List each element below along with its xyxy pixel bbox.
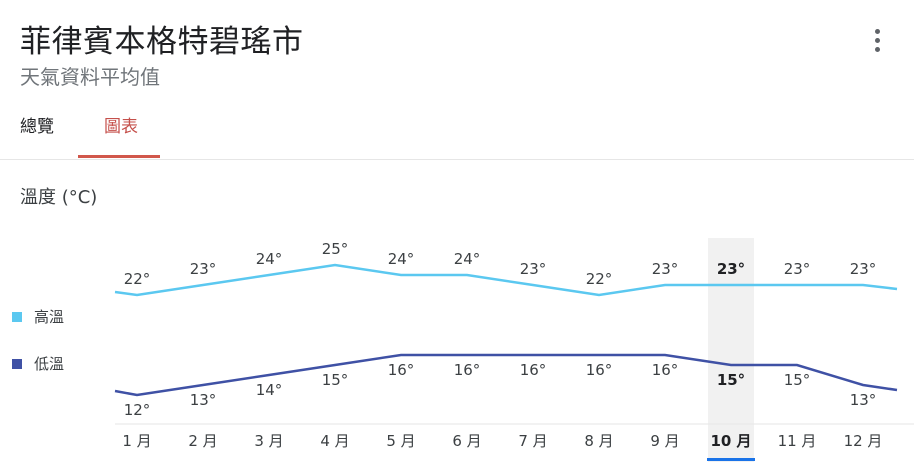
high-temp-label: 23° xyxy=(520,260,547,278)
low-temp-label: 15° xyxy=(717,371,745,389)
month-tick-label[interactable]: 3 月 xyxy=(254,432,283,450)
high-temp-line xyxy=(114,263,898,297)
low-temp-label: 16° xyxy=(388,361,415,379)
legend-label-low: 低溫 xyxy=(34,355,65,373)
low-temp-label: 16° xyxy=(520,361,547,379)
legend-swatch-high xyxy=(12,311,22,322)
low-temp-label: 16° xyxy=(454,361,481,379)
page-title: 菲律賓本格特碧瑤市 xyxy=(20,24,304,60)
legend-label-high: 高溫 xyxy=(34,308,65,326)
low-temp-label: 13° xyxy=(850,391,877,409)
low-temp-label: 15° xyxy=(784,371,811,389)
selected-month-indicator xyxy=(707,458,755,461)
tab-divider xyxy=(0,159,914,160)
month-tick-label[interactable]: 1 月 xyxy=(122,432,151,450)
high-temp-label: 24° xyxy=(256,250,283,268)
month-tick-label[interactable]: 6 月 xyxy=(452,432,481,450)
high-temp-label: 23° xyxy=(784,260,811,278)
low-temp-label: 15° xyxy=(322,371,349,389)
legend-swatch-low xyxy=(12,358,22,369)
low-temp-line xyxy=(114,353,898,397)
high-temp-label: 23° xyxy=(717,260,745,278)
month-tick-label[interactable]: 5 月 xyxy=(386,432,415,450)
legend-item-high: 高溫 xyxy=(12,306,64,327)
high-temp-label: 24° xyxy=(388,250,415,268)
active-tab-indicator xyxy=(78,155,160,158)
high-temp-label: 24° xyxy=(454,250,481,268)
month-tick-label[interactable]: 4 月 xyxy=(320,432,349,450)
month-tick-label[interactable]: 11 月 xyxy=(778,432,817,450)
low-temp-label: 14° xyxy=(256,381,283,399)
high-temp-label: 23° xyxy=(850,260,877,278)
low-temp-label: 16° xyxy=(652,361,679,379)
tab-chart[interactable]: 圖表 xyxy=(104,117,138,137)
high-temp-label: 22° xyxy=(586,270,613,288)
high-temp-label: 23° xyxy=(652,260,679,278)
month-tick-label[interactable]: 2 月 xyxy=(188,432,217,450)
month-tick-label[interactable]: 12 月 xyxy=(844,432,883,450)
high-temp-label: 23° xyxy=(190,260,217,278)
high-temp-label: 25° xyxy=(322,240,349,258)
high-temp-label: 22° xyxy=(124,270,151,288)
month-tick-label[interactable]: 7 月 xyxy=(518,432,547,450)
more-vert-icon[interactable] xyxy=(862,26,892,56)
month-tick-label[interactable]: 10 月 xyxy=(710,432,751,450)
legend-item-low: 低溫 xyxy=(12,353,64,374)
temperature-section-label: 溫度 (°C) xyxy=(20,187,98,208)
page-subtitle: 天氣資料平均值 xyxy=(20,65,160,89)
month-tick-label[interactable]: 9 月 xyxy=(650,432,679,450)
low-temp-label: 16° xyxy=(586,361,613,379)
low-temp-label: 12° xyxy=(124,401,151,419)
selected-month-highlight xyxy=(708,238,754,462)
low-temp-label: 13° xyxy=(190,391,217,409)
month-tick-label[interactable]: 8 月 xyxy=(584,432,613,450)
tab-overview[interactable]: 總覽 xyxy=(20,117,54,137)
